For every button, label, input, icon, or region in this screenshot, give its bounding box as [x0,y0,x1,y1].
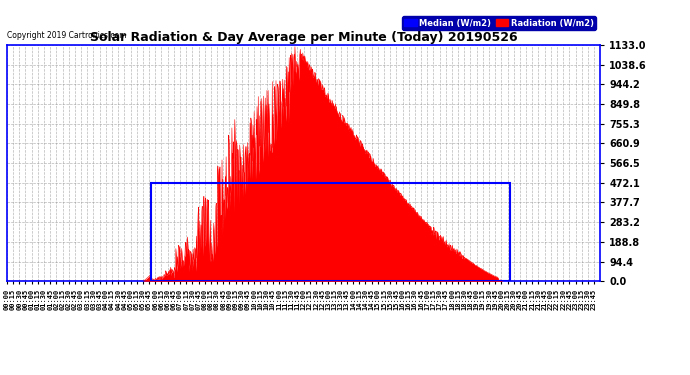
Legend: Median (W/m2), Radiation (W/m2): Median (W/m2), Radiation (W/m2) [402,16,596,30]
Bar [151,183,510,281]
Title: Solar Radiation & Day Average per Minute (Today) 20190526: Solar Radiation & Day Average per Minute… [90,31,518,44]
Text: Copyright 2019 Cartronics.com: Copyright 2019 Cartronics.com [7,31,126,40]
